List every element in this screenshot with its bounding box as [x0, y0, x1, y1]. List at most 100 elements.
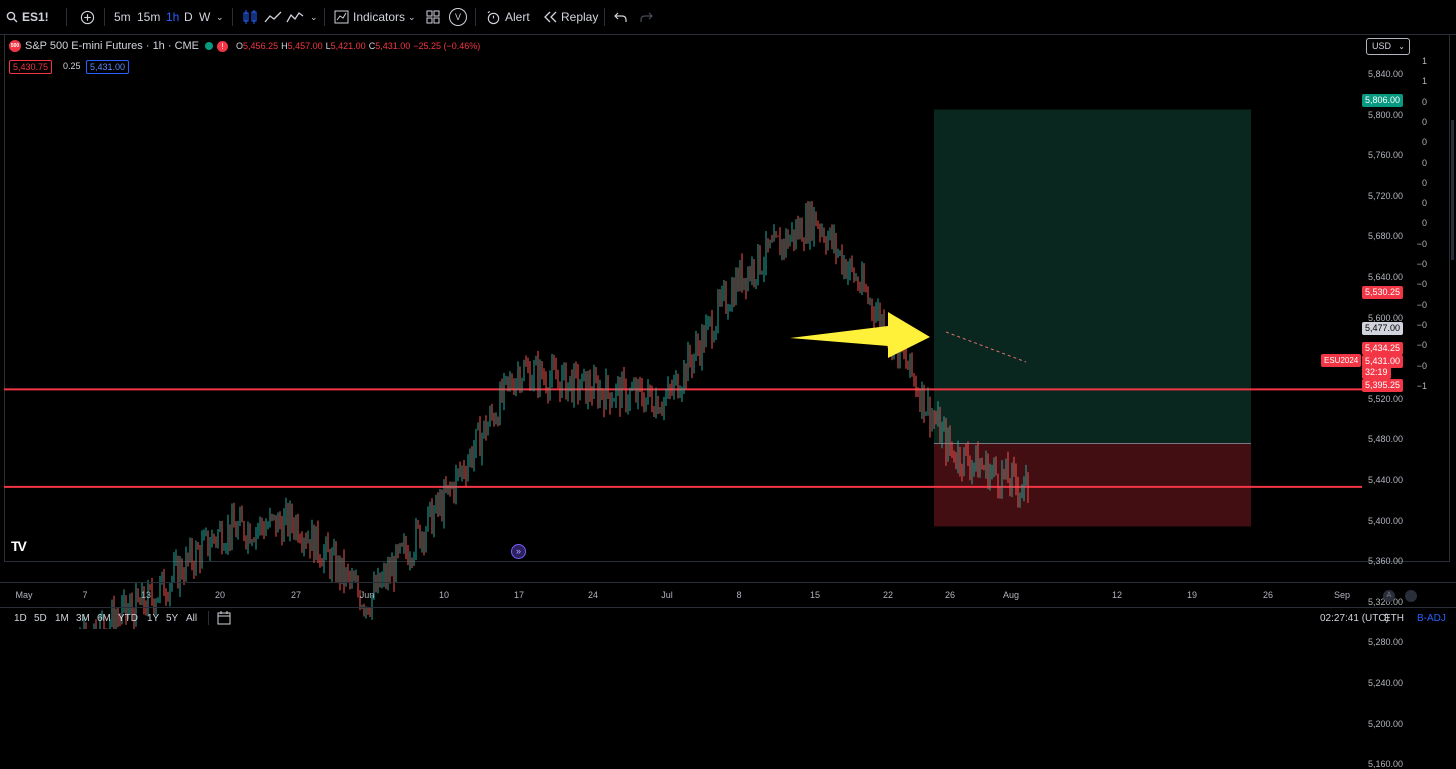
time-tick: 24 [587, 590, 599, 600]
secondary-scale-tick: −0 [1416, 360, 1427, 371]
alert-badge-icon[interactable]: ! [217, 40, 229, 52]
indicators-label: Indicators [353, 10, 406, 24]
settings-gear-icon[interactable] [1405, 590, 1417, 602]
secondary-scale-tick: −0 [1416, 299, 1427, 310]
layout-grid-icon [426, 10, 440, 24]
price-tick: 5,360.00 [1368, 556, 1404, 567]
interval-w[interactable]: W [199, 10, 211, 24]
replay-label: Replay [561, 10, 599, 24]
price-tick: 5,760.00 [1368, 150, 1404, 161]
timeframe-1y-button[interactable]: 1Y [147, 613, 160, 624]
indicators-button[interactable]: Indicators [334, 0, 405, 34]
time-axis[interactable] [0, 582, 1456, 605]
price-tick: 5,720.00 [1368, 190, 1404, 201]
time-tick: Aug [1002, 590, 1020, 600]
time-tick: 10 [438, 590, 450, 600]
chart-pane[interactable] [4, 34, 1450, 562]
interval-d[interactable]: D [184, 10, 193, 24]
calendar-icon [217, 611, 231, 625]
timeframe-1m-button[interactable]: 1M [55, 613, 69, 624]
bar-countdown-tag: 32:19 [1362, 366, 1391, 379]
interval-dropdown-chevron-icon[interactable]: ⌄ [216, 11, 224, 22]
price-tick: 5,800.00 [1368, 109, 1404, 120]
symbol-search[interactable]: ES1! [6, 0, 49, 34]
chart-type-chevron-icon[interactable]: ⌄ [310, 11, 318, 22]
low-label: L [325, 41, 331, 51]
adjustment-label[interactable]: B-ADJ [1417, 613, 1446, 624]
ask-price-box[interactable]: 5,431.00 [86, 60, 130, 74]
secondary-scale-tick: 0 [1421, 116, 1427, 127]
price-tick: 5,320.00 [1368, 596, 1404, 607]
price-tick: 5,640.00 [1368, 272, 1404, 282]
currency-selector[interactable]: USD ⌄ [1366, 38, 1410, 55]
secondary-scale-tick: −0 [1416, 259, 1427, 269]
secondary-scale-tick: 0 [1421, 157, 1427, 168]
compare-button[interactable] [80, 0, 95, 34]
undo-button[interactable] [614, 0, 627, 34]
secondary-scale-tick: 1 [1421, 76, 1427, 87]
time-tick: 22 [882, 590, 894, 600]
price-tick: 5,600.00 [1368, 312, 1404, 323]
stop-price-tag: 5,395.25 [1362, 379, 1404, 392]
rewind-icon [544, 11, 557, 23]
indicators-chevron-icon[interactable]: ⌄ [408, 11, 416, 22]
layouts-button[interactable] [426, 0, 440, 34]
candles-type-button[interactable] [242, 0, 258, 34]
low-value: 5,421.00 [330, 41, 366, 51]
time-tick: 26 [944, 590, 956, 600]
wave-chart-icon [286, 12, 304, 23]
bid-price-box[interactable]: 5,430.75 [9, 60, 53, 74]
change-value: −25.25 (−0.46%) [413, 41, 481, 51]
yellow-arrow-annotation [790, 312, 930, 358]
interval-1h[interactable]: 1h [166, 10, 180, 24]
clock-label[interactable]: 02:27:41 (UTC) [1320, 613, 1389, 624]
price-tick: 5,280.00 [1368, 637, 1404, 648]
undo-icon [614, 12, 627, 22]
price-tick: 5,480.00 [1368, 434, 1404, 445]
dashed-connector [945, 331, 1027, 363]
secondary-scale-tick: 0 [1421, 177, 1427, 188]
redo-button[interactable] [640, 0, 653, 34]
timeframe-all-button[interactable]: All [186, 613, 198, 624]
replay-button[interactable]: Replay [543, 0, 598, 34]
price-tick: 5,680.00 [1368, 231, 1404, 242]
events-marker-icon[interactable]: » [511, 544, 526, 559]
high-value: 5,457.00 [287, 41, 323, 51]
timeframe-1d-button[interactable]: 1D [14, 613, 27, 624]
alert-button[interactable]: Alert [486, 0, 530, 34]
line-chart-icon [264, 11, 282, 23]
currency-label: USD [1372, 41, 1392, 51]
lower-line-price-tag: 5,434.25 [1362, 342, 1404, 355]
timeframe-5d-button[interactable]: 5D [34, 613, 47, 624]
secondary-scale-tick: −0 [1416, 238, 1427, 249]
time-tick: 26 [1262, 590, 1274, 600]
time-tick: Jun [359, 590, 375, 600]
market-status-dot-icon [205, 42, 214, 50]
auto-scale-button[interactable]: A [1383, 590, 1395, 602]
date-range-button[interactable] [217, 611, 231, 628]
price-chart [4, 109, 1362, 629]
time-tick: 20 [214, 590, 226, 600]
secondary-scale-tick: −1 [1416, 380, 1427, 391]
interval-5m[interactable]: 5m [114, 10, 131, 24]
timeframe-5y-button[interactable]: 5Y [166, 613, 179, 624]
timeframe-ytd-button[interactable]: YTD [118, 613, 138, 624]
price-tick: 5,200.00 [1368, 718, 1404, 729]
sp500-logo-icon: 500 [9, 40, 21, 52]
price-scrollbar[interactable] [1451, 120, 1454, 260]
secondary-scale-tick: 0 [1421, 96, 1427, 107]
time-tick: May [15, 590, 33, 600]
price-tick: 5,400.00 [1368, 515, 1404, 526]
secondary-scale-tick: −0 [1416, 340, 1427, 351]
time-tick: 12 [1111, 590, 1123, 600]
secondary-scale-tick: 1 [1421, 56, 1427, 66]
timeframe-6m-button[interactable]: 6M [97, 613, 111, 624]
session-label[interactable]: ETH [1384, 613, 1404, 624]
area-type-button[interactable] [286, 0, 304, 34]
interval-15m[interactable]: 15m [137, 10, 161, 24]
close-value: 5,431.00 [375, 41, 411, 51]
line-type-button[interactable] [264, 0, 282, 34]
high-label: H [281, 41, 288, 51]
timeframe-3m-button[interactable]: 3M [76, 613, 90, 624]
v-button[interactable]: V [449, 0, 467, 34]
